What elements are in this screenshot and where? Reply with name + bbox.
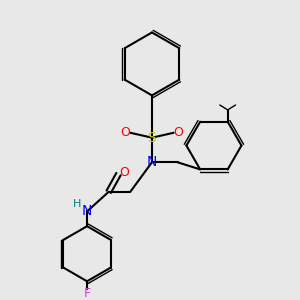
Text: F: F bbox=[83, 286, 91, 300]
Text: N: N bbox=[147, 155, 157, 169]
Text: O: O bbox=[174, 126, 184, 139]
Text: N: N bbox=[82, 204, 92, 218]
Text: O: O bbox=[119, 166, 129, 178]
Text: H: H bbox=[73, 199, 81, 208]
Text: S: S bbox=[148, 131, 156, 145]
Text: O: O bbox=[121, 126, 130, 139]
